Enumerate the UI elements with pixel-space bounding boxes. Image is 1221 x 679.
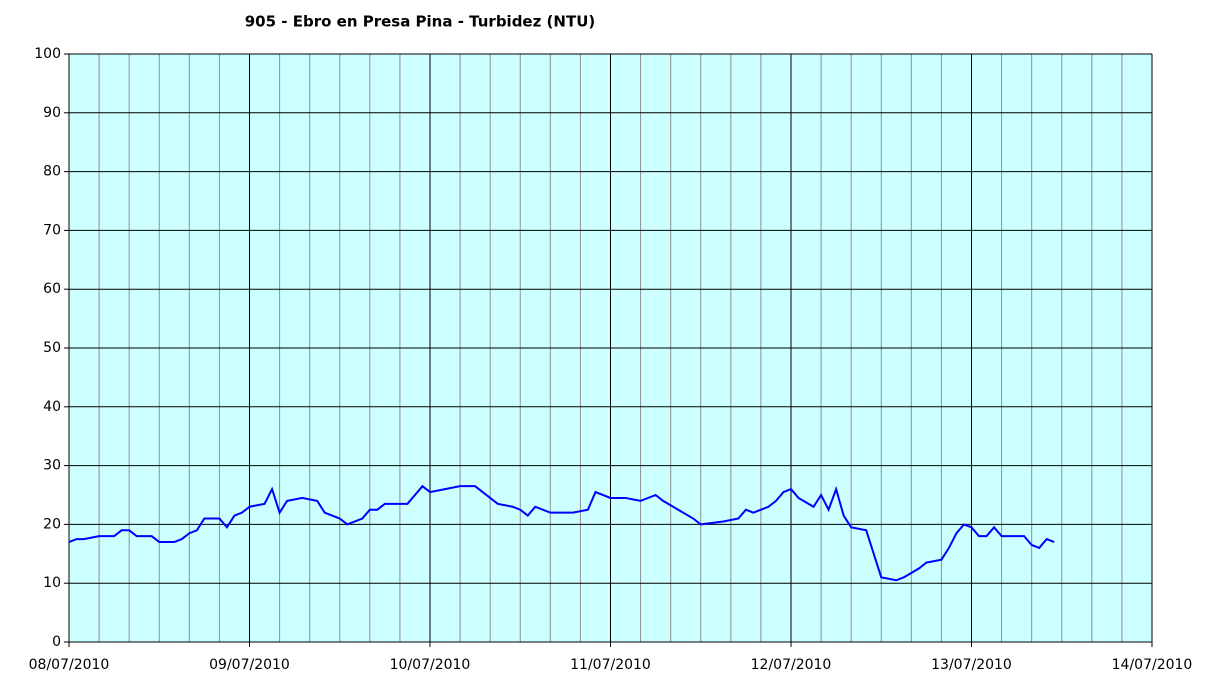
- x-tick-label: 14/07/2010: [1112, 657, 1193, 673]
- y-tick-label: 90: [43, 105, 61, 121]
- y-tick-label: 10: [43, 575, 61, 591]
- chart-title: 905 - Ebro en Presa Pina - Turbidez (NTU…: [245, 13, 596, 31]
- y-tick-label: 70: [43, 222, 61, 238]
- x-tick-label: 11/07/2010: [570, 657, 651, 673]
- x-tick-label: 12/07/2010: [751, 657, 832, 673]
- y-tick-label: 0: [52, 634, 61, 650]
- y-tick-label: 100: [34, 46, 61, 62]
- y-tick-label: 40: [43, 399, 61, 415]
- x-tick-label: 13/07/2010: [931, 657, 1012, 673]
- x-tick-label: 09/07/2010: [209, 657, 290, 673]
- y-tick-label: 30: [43, 458, 61, 474]
- data-line: [68, 484, 1055, 582]
- x-tick-label: 10/07/2010: [390, 657, 471, 673]
- y-tick-label: 50: [43, 340, 61, 356]
- x-tick-label: 08/07/2010: [29, 657, 110, 673]
- y-tick-label: 60: [43, 281, 61, 297]
- y-tick-label: 20: [43, 516, 61, 532]
- y-tick-label: 80: [43, 164, 61, 180]
